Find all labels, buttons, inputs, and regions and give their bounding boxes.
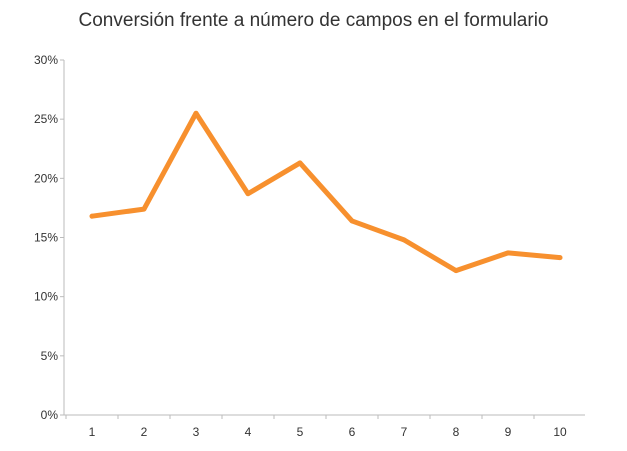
data-point bbox=[89, 213, 95, 219]
data-point bbox=[401, 237, 407, 243]
x-tick-label: 7 bbox=[401, 425, 408, 439]
x-tick-label: 8 bbox=[453, 425, 460, 439]
y-tick-label: 15% bbox=[34, 231, 58, 245]
x-tick-label: 1 bbox=[89, 425, 96, 439]
x-tick-label: 5 bbox=[297, 425, 304, 439]
data-point bbox=[557, 255, 563, 261]
data-point bbox=[193, 110, 199, 116]
y-tick-label: 20% bbox=[34, 171, 58, 185]
series-line bbox=[89, 110, 563, 274]
x-tick-label: 6 bbox=[349, 425, 356, 439]
x-tick-label: 3 bbox=[193, 425, 200, 439]
y-tick-label: 30% bbox=[34, 53, 58, 67]
y-tick-label: 10% bbox=[34, 290, 58, 304]
x-tick-label: 2 bbox=[141, 425, 148, 439]
y-tick-label: 5% bbox=[41, 349, 59, 363]
data-point bbox=[505, 250, 511, 256]
data-point bbox=[297, 160, 303, 166]
x-tick-label: 10 bbox=[553, 425, 567, 439]
y-tick-label: 25% bbox=[34, 112, 58, 126]
data-point bbox=[141, 206, 147, 212]
chart-title: Conversión frente a número de campos en … bbox=[78, 10, 549, 31]
y-tick-label: 0% bbox=[41, 408, 59, 422]
data-point bbox=[453, 268, 459, 274]
data-point bbox=[349, 218, 355, 224]
data-point bbox=[245, 191, 251, 197]
x-tick-label: 9 bbox=[505, 425, 512, 439]
x-tick-label: 4 bbox=[245, 425, 252, 439]
